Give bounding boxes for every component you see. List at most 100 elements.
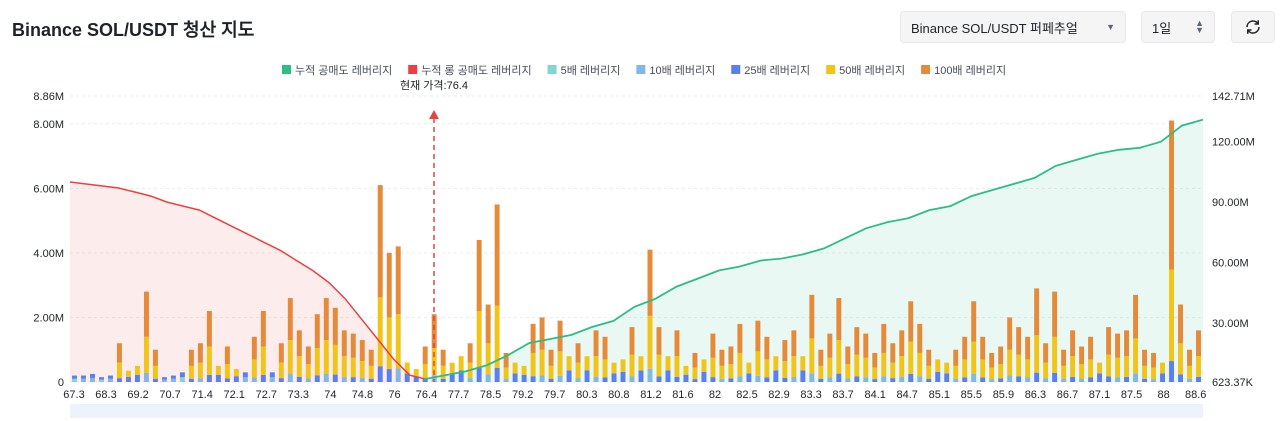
bar-124-seg-1 bbox=[1187, 365, 1192, 379]
bar-52-seg-2 bbox=[539, 317, 545, 350]
bar-35-seg-0 bbox=[386, 369, 392, 382]
current-price-label: 현재 가격:76.4 bbox=[400, 79, 468, 92]
bar-56-seg-1 bbox=[575, 362, 581, 379]
bar-2-seg-0 bbox=[90, 377, 95, 382]
bar-90-seg-1 bbox=[881, 352, 887, 377]
bar-94-seg-1 bbox=[917, 352, 923, 377]
bar-34-seg-1 bbox=[377, 297, 383, 367]
bar-26-seg-1 bbox=[305, 364, 311, 379]
bar-115-seg-0 bbox=[1106, 376, 1112, 382]
bar-47 bbox=[494, 204, 500, 382]
updown-chevron-icon: ▲ ▼ bbox=[1195, 18, 1204, 35]
bar-64-seg-0 bbox=[647, 368, 653, 382]
bar-2-seg-1 bbox=[90, 373, 95, 378]
bar-95 bbox=[926, 349, 932, 382]
bar-8-seg-1 bbox=[143, 336, 149, 373]
bar-110-seg-0 bbox=[1061, 378, 1067, 382]
bar-27-seg-2 bbox=[314, 314, 320, 349]
bar-119-seg-1 bbox=[1142, 365, 1148, 379]
bar-84-seg-2 bbox=[827, 333, 833, 358]
bar-92-seg-1 bbox=[899, 356, 905, 377]
bar-51-seg-1 bbox=[530, 352, 536, 377]
x-tick-32: 87.1 bbox=[1089, 389, 1110, 401]
period-select-value: 1일 bbox=[1152, 20, 1172, 36]
bar-89-seg-1 bbox=[872, 367, 878, 380]
y-right-tick-4: 120.00M bbox=[1212, 137, 1255, 149]
bar-55-seg-0 bbox=[566, 370, 572, 382]
bar-18-seg-1 bbox=[233, 369, 239, 377]
refresh-button[interactable] bbox=[1231, 11, 1275, 43]
bar-90-seg-2 bbox=[881, 323, 887, 353]
bar-51-seg-0 bbox=[530, 376, 536, 382]
bar-98-seg-0 bbox=[953, 378, 959, 382]
bar-67-seg-0 bbox=[674, 376, 680, 382]
bar-77-seg-2 bbox=[764, 336, 770, 360]
bar-102-seg-0 bbox=[989, 379, 995, 382]
bar-13-seg-0 bbox=[188, 378, 194, 382]
bar-14-seg-2 bbox=[197, 343, 203, 363]
bar-54-seg-2 bbox=[557, 320, 563, 352]
bar-72 bbox=[719, 349, 725, 382]
bar-75-seg-0 bbox=[746, 373, 752, 382]
bar-38-seg-1 bbox=[413, 369, 419, 377]
bar-31-seg-1 bbox=[350, 357, 356, 378]
bar-32-seg-2 bbox=[359, 340, 365, 362]
bar-56-seg-0 bbox=[575, 378, 581, 382]
bar-85-seg-2 bbox=[836, 298, 842, 341]
bar-99-seg-2 bbox=[962, 336, 968, 360]
exchange-select[interactable]: Binance SOL/USDT 퍼페추얼 ▼ bbox=[900, 11, 1126, 43]
bar-33-seg-0 bbox=[368, 378, 374, 382]
bar-110-seg-1 bbox=[1061, 365, 1067, 379]
bar-61 bbox=[620, 359, 626, 382]
bar-97-seg-0 bbox=[944, 373, 950, 382]
bar-10-seg-1 bbox=[161, 377, 167, 380]
cum-long-line bbox=[69, 181, 427, 380]
bar-13-seg-1 bbox=[188, 365, 194, 379]
bar-91-seg-1 bbox=[890, 362, 896, 379]
bar-60 bbox=[611, 362, 617, 382]
bar-95-seg-0 bbox=[926, 378, 932, 382]
bar-90-seg-0 bbox=[881, 376, 887, 382]
bar-26-seg-0 bbox=[305, 378, 311, 382]
bar-52-seg-1 bbox=[539, 349, 545, 376]
bar-6 bbox=[125, 370, 131, 382]
bar-48-seg-2 bbox=[503, 352, 509, 368]
bar-11-seg-0 bbox=[170, 378, 176, 382]
bar-41-seg-2 bbox=[440, 349, 446, 366]
bar-78 bbox=[773, 356, 779, 382]
bar-41-seg-1 bbox=[440, 365, 446, 379]
bar-16-seg-1 bbox=[215, 365, 221, 375]
refresh-icon bbox=[1246, 20, 1260, 34]
bar-52-seg-0 bbox=[539, 375, 545, 382]
bar-10 bbox=[161, 377, 167, 382]
bar-65-seg-1 bbox=[656, 354, 662, 377]
y-right-tick-3: 90.00M bbox=[1212, 197, 1249, 209]
bar-24-seg-2 bbox=[287, 298, 293, 341]
bar-79-seg-2 bbox=[782, 340, 788, 362]
bar-66-seg-1 bbox=[665, 356, 671, 371]
bar-96-seg-1 bbox=[935, 359, 941, 372]
bar-48-seg-0 bbox=[503, 379, 509, 382]
bar-94-seg-2 bbox=[917, 323, 923, 353]
x-tick-12: 77.7 bbox=[448, 389, 469, 401]
bar-24-seg-0 bbox=[287, 373, 293, 382]
bar-80-seg-0 bbox=[791, 376, 797, 382]
bar-75 bbox=[746, 362, 752, 382]
bar-111 bbox=[1070, 330, 1076, 382]
page-title: Binance SOL/USDT 청산 지도 bbox=[12, 20, 255, 40]
bar-125-seg-2 bbox=[1196, 330, 1201, 357]
bar-81-seg-1 bbox=[800, 356, 806, 371]
bar-103-seg-1 bbox=[998, 364, 1004, 379]
bar-81-seg-0 bbox=[800, 370, 806, 382]
period-select[interactable]: 1일 ▲ ▼ bbox=[1141, 11, 1215, 43]
bar-5-seg-0 bbox=[116, 378, 122, 382]
bar-73-seg-0 bbox=[728, 378, 734, 382]
bar-25 bbox=[296, 330, 302, 382]
legend-swatch-2 bbox=[547, 65, 557, 74]
bar-53-seg-1 bbox=[548, 365, 554, 379]
bar-98 bbox=[953, 349, 959, 382]
bar-77-seg-1 bbox=[764, 359, 770, 378]
bar-116-seg-1 bbox=[1115, 357, 1121, 378]
chart-grid bbox=[70, 95, 1203, 383]
bar-11-seg-1 bbox=[170, 375, 176, 379]
